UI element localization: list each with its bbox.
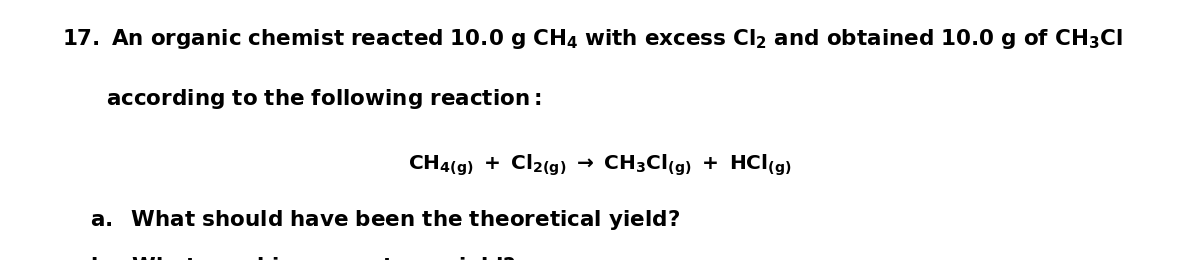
Text: $\mathbf{17.\ An\ organic\ chemist\ reacted\ 10.0\ g\ CH_4\ with\ excess\ Cl_2\ : $\mathbf{17.\ An\ organic\ chemist\ reac…: [62, 27, 1123, 51]
Text: $\mathbf{CH_{4(g)}\ +\ Cl_{2(g)}\ \rightarrow\ CH_3Cl_{(g)}\ +\ HCl_{(g)}}$: $\mathbf{CH_{4(g)}\ +\ Cl_{2(g)}\ \right…: [408, 152, 792, 178]
Text: $\mathbf{according\ to\ the\ following\ reaction:}$: $\mathbf{according\ to\ the\ following\ …: [106, 87, 541, 111]
Text: $\mathbf{a.\ \ What\ should\ have\ been\ the\ theoretical\ yield?}$: $\mathbf{a.\ \ What\ should\ have\ been\…: [90, 208, 680, 232]
Text: $\mathbf{b.\ \ What\ was\ his\ percentage\ yield?}$: $\mathbf{b.\ \ What\ was\ his\ percentag…: [90, 255, 516, 260]
